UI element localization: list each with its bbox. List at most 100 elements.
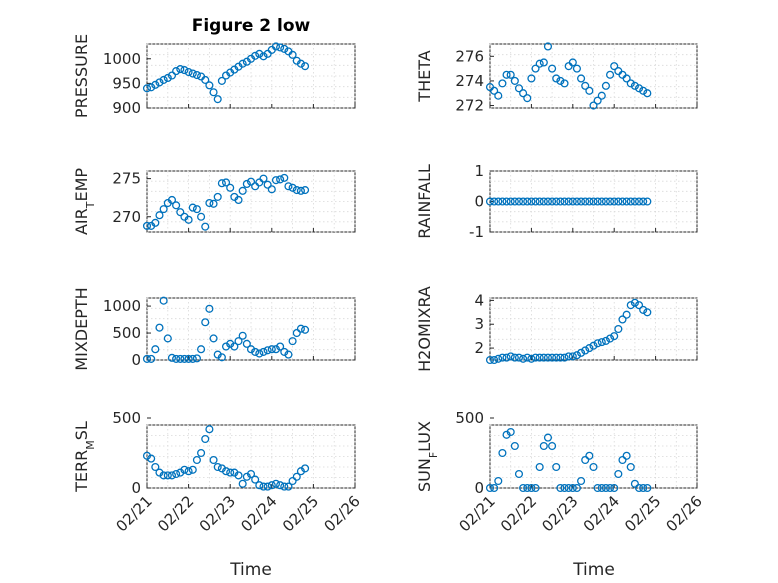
y-axis-label: RAINFALL [415, 164, 434, 239]
data-point [284, 350, 293, 359]
data-point [271, 479, 281, 488]
data-point [543, 353, 553, 362]
data-point [205, 198, 214, 208]
data-point [292, 472, 301, 481]
data-point [301, 464, 310, 473]
data-point [151, 80, 160, 89]
data-point [490, 197, 499, 206]
data-point [142, 221, 152, 230]
data-point [159, 471, 168, 480]
data-point [630, 81, 639, 90]
data-point [494, 91, 503, 100]
data-point [527, 483, 536, 493]
subplot-sun-flux: 0 500 SUNFLUX 02/2102/2202/2302/2402/2502/2… [415, 409, 706, 535]
data-point [188, 354, 197, 363]
data-point [601, 197, 610, 206]
data-point [180, 354, 189, 363]
data-point [593, 197, 602, 206]
data-point [192, 205, 201, 214]
y-tick-label: 3 [474, 315, 484, 333]
subplot-theta: 272 274 276 THETA [415, 42, 698, 115]
subplot-pressure: 900 950 1000 PRESSURE [72, 34, 356, 118]
data-point [221, 178, 231, 187]
data-point [151, 345, 160, 354]
data-point [301, 325, 310, 334]
data-point [192, 70, 201, 80]
data-point [296, 324, 305, 333]
data-point [255, 481, 264, 490]
data-point [197, 448, 206, 458]
data-point [585, 197, 594, 206]
x-tick-label: 02/24 [237, 492, 280, 535]
x-tick-label: 02/21 [113, 492, 156, 535]
data-point [184, 467, 193, 476]
data-point [523, 483, 532, 493]
data-point [531, 353, 540, 362]
data-point [610, 483, 619, 493]
y-tick-label: 950 [112, 74, 141, 92]
y-tick-label: 500 [112, 409, 141, 427]
data-point [234, 195, 243, 205]
data-point [238, 479, 247, 488]
x-axis-label-right: Time [572, 560, 615, 580]
data-point [159, 205, 168, 214]
data-point [271, 176, 281, 185]
data-point [151, 462, 160, 472]
data-point [221, 467, 231, 476]
data-point [242, 179, 251, 189]
data-point [523, 353, 532, 362]
y-axis-label: AIRTEMP [72, 168, 97, 235]
data-point [276, 175, 285, 184]
data-point [531, 197, 540, 206]
data-point [577, 348, 586, 357]
data-point [485, 483, 495, 493]
y-tick-label: 900 [112, 99, 141, 117]
data-point [192, 455, 201, 465]
data-point [226, 468, 235, 477]
data-point [284, 482, 293, 491]
subplot-rainfall: -1 0 1 RAINFALL [415, 162, 698, 241]
y-axis-label: TERRMSL [72, 421, 97, 493]
data-point [643, 197, 652, 206]
data-point [556, 353, 565, 362]
data-point [201, 75, 210, 84]
y-tick-label: 1000 [103, 297, 141, 315]
data-point [618, 315, 627, 324]
data-point [560, 353, 569, 362]
data-point [267, 345, 276, 354]
data-point [622, 197, 631, 206]
data-point [523, 94, 532, 103]
x-axis-label-left: Time [229, 560, 272, 580]
data-point [564, 352, 573, 361]
data-point [626, 79, 635, 88]
data-point [606, 70, 615, 79]
data-point [259, 174, 268, 183]
data-point [572, 351, 581, 360]
data-point [548, 353, 557, 362]
data-point [280, 482, 289, 491]
x-tick-label: 02/25 [621, 492, 664, 535]
data-point [155, 323, 164, 332]
data-point [552, 197, 561, 206]
data-point [519, 483, 528, 493]
data-point [172, 354, 181, 363]
data-point [172, 67, 181, 76]
data-point [639, 197, 648, 206]
data-point [184, 68, 193, 77]
data-point [606, 483, 615, 493]
data-point [502, 197, 511, 206]
y-axis-label: THETA [415, 50, 434, 102]
data-point [564, 483, 573, 493]
data-point [535, 59, 544, 68]
data-point [556, 483, 565, 493]
data-point [155, 78, 164, 87]
data-point [568, 352, 577, 361]
data-point [589, 341, 598, 350]
data-point [280, 173, 289, 182]
data-point [568, 483, 577, 493]
y-tick-label: 500 [112, 324, 141, 342]
data-point [197, 345, 206, 354]
data-point [639, 305, 648, 314]
data-point [176, 208, 185, 217]
